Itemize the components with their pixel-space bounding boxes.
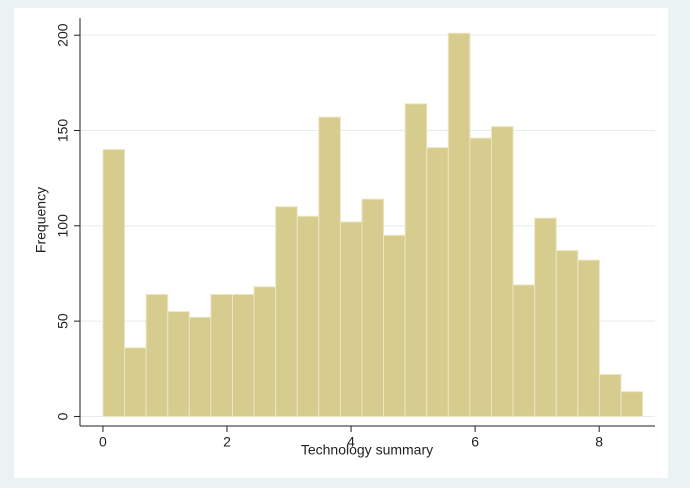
bar (102, 149, 126, 417)
axes: 0 50 100 150 200 0 2 4 6 8 (55, 18, 655, 450)
x-axis-title: Technology summary (301, 442, 433, 458)
bar (210, 293, 233, 417)
x-tick-label: 4 (347, 434, 355, 450)
bar (555, 250, 579, 417)
bar (296, 215, 320, 417)
bar (426, 147, 449, 417)
x-tick-label: 0 (99, 434, 107, 450)
bar (188, 316, 212, 417)
x-tick-label: 2 (223, 434, 231, 450)
bar (620, 391, 644, 417)
y-tick-label: 0 (55, 412, 71, 420)
bar (253, 286, 277, 417)
bar (447, 32, 471, 417)
bar (145, 293, 169, 417)
bar (534, 217, 557, 417)
bar (469, 137, 492, 417)
bar (383, 234, 406, 417)
x-tick-label: 8 (595, 434, 603, 450)
y-axis-title: Frequency (33, 187, 49, 253)
bar (490, 126, 514, 417)
bar (404, 103, 428, 417)
y-tick-label: 150 (55, 119, 71, 143)
y-tick-label: 100 (55, 214, 71, 238)
bar (124, 347, 147, 417)
bar (275, 206, 298, 417)
bar (339, 221, 363, 417)
x-tick-label: 6 (471, 434, 479, 450)
bar (167, 311, 190, 417)
bar (361, 198, 385, 417)
y-tick-label: 200 (55, 23, 71, 47)
bars (102, 32, 644, 417)
bar (598, 374, 622, 417)
y-tick-label: 50 (55, 313, 71, 329)
bar (512, 284, 536, 417)
bar (318, 116, 341, 417)
bar (577, 259, 600, 417)
bar (231, 293, 255, 417)
